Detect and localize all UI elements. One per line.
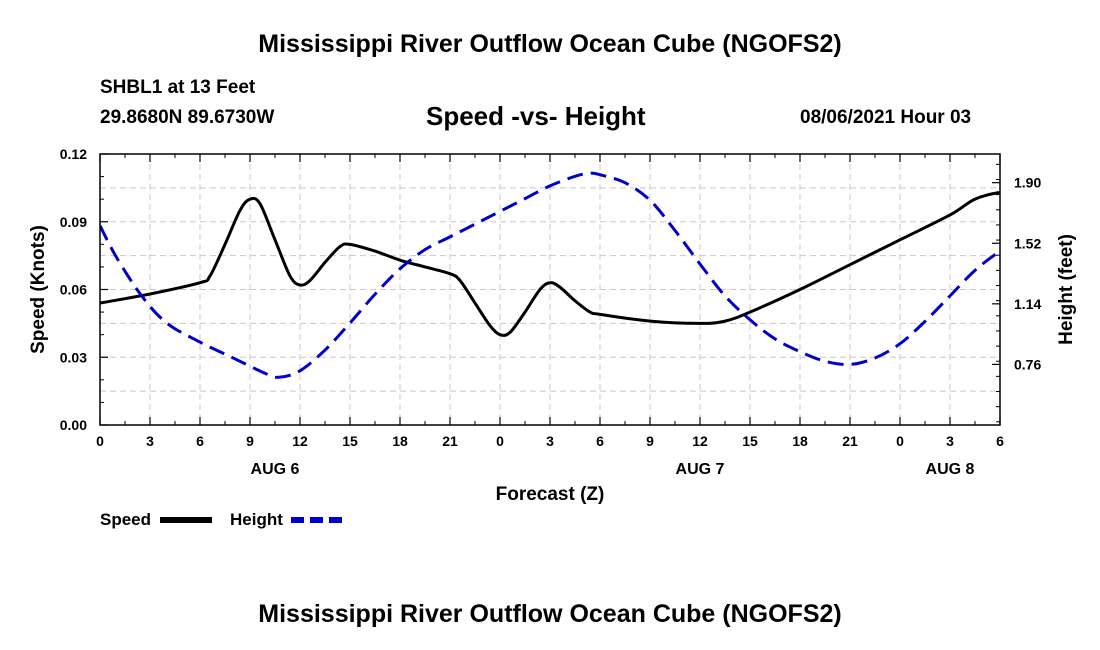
y-right-tick-label: 1.52 [1014,235,1041,251]
y-left-tick-label: 0.03 [60,349,87,365]
x-tick-label: 6 [996,433,1004,449]
x-tick-label: 0 [96,433,104,449]
day-label: AUG 6 [251,461,300,478]
x-tick-label: 18 [392,433,408,449]
station-coordinates: 29.8680N 89.6730W [100,107,275,128]
series-layer [100,171,1000,379]
day-label: AUG 8 [926,461,975,478]
y-left-tick-label: 0.00 [60,417,87,433]
y-right-tick-label: 1.90 [1014,175,1041,191]
x-tick-label: 0 [496,433,504,449]
axes-layer: 0 3 6 9 12 15 18 21 0 3 6 9 12 15 18 21 0 3 6 0.00 0.03 0.06 0… [28,146,1077,505]
x-tick-label: 3 [146,433,154,449]
page-footer-title: Mississippi River Outflow Ocean Cube (NG… [258,600,842,628]
y-right-tick-label: 0.76 [1014,356,1041,372]
x-tick-label: 18 [792,433,808,449]
series-line-height [100,171,1000,379]
x-tick-label: 6 [196,433,204,449]
y-left-axis-title: Speed (Knots) [28,225,49,354]
x-tick-label: 21 [842,433,858,449]
x-tick-label: 12 [692,433,708,449]
y-right-tick-label: 1.14 [1014,296,1041,312]
legend-speed-label: Speed [100,510,152,529]
x-tick-label: 9 [646,433,654,449]
x-tick-label: 9 [246,433,254,449]
x-tick-label: 6 [596,433,604,449]
page-title: Mississippi River Outflow Ocean Cube (NG… [258,30,842,58]
station-name: SHBL1 at 13 Feet [100,77,256,98]
series-line-speed [100,190,1000,337]
grid-layer [100,154,1000,425]
day-label: AUG 7 [676,461,725,478]
x-tick-label: 3 [546,433,554,449]
chart-title: Speed -vs- Height [426,101,646,131]
x-tick-label: 0 [896,433,904,449]
x-tick-label: 3 [946,433,954,449]
x-axis-title: Forecast (Z) [496,484,605,505]
legend-height-label: Height [230,510,283,529]
y-left-tick-label: 0.09 [60,214,87,230]
y-left-tick-label: 0.12 [60,146,87,162]
x-tick-label: 21 [442,433,458,449]
x-tick-label: 15 [742,433,758,449]
y-right-axis-title: Height (feet) [1056,234,1077,345]
x-tick-label: 15 [342,433,358,449]
x-tick-label: 12 [292,433,308,449]
y-left-tick-label: 0.06 [60,282,87,298]
forecast-datetime: 08/06/2021 Hour 03 [800,107,972,128]
